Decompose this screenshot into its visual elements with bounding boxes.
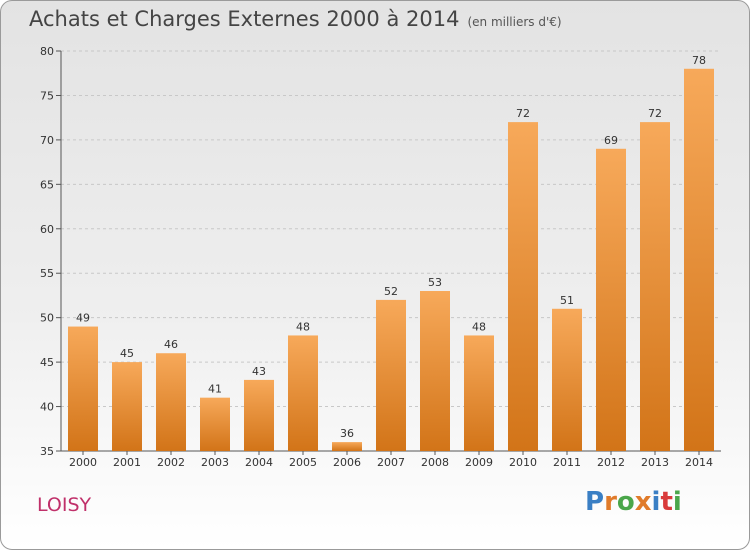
x-tick-label-2010: 2010 [509, 456, 537, 469]
data-label-2003: 41 [208, 383, 222, 396]
y-tick-label: 40 [40, 401, 54, 414]
data-label-2014: 78 [692, 54, 706, 67]
bar-2002 [156, 353, 186, 451]
labels: 35 40 45 50 55 60 65 70 75 80 49 2000 45 2001 46 2002 41… [40, 45, 713, 469]
bar-2011 [552, 308, 582, 451]
y-tick-label: 45 [40, 356, 54, 369]
x-tick-label-2005: 2005 [289, 456, 317, 469]
bar-2014 [684, 68, 714, 452]
data-label-2010: 72 [516, 107, 530, 120]
commune-name: LOISY [37, 494, 92, 516]
y-tick-label: 65 [40, 178, 54, 191]
x-tick-label-2007: 2007 [377, 456, 405, 469]
y-tick-label: 75 [40, 89, 54, 102]
data-label-2008: 53 [428, 276, 442, 289]
bar-2012 [596, 148, 626, 451]
bar-2004 [244, 379, 274, 451]
x-tick-label-2009: 2009 [465, 456, 493, 469]
bar-2009 [464, 335, 494, 451]
chart-subtitle: (en milliers d'€) [467, 15, 562, 29]
data-label-2005: 48 [296, 320, 310, 333]
y-tick-label: 35 [40, 445, 54, 458]
bar-2000 [68, 326, 98, 451]
data-label-2006: 36 [340, 427, 354, 440]
y-tick-label: 55 [40, 267, 54, 280]
data-label-2004: 43 [252, 365, 266, 378]
bar-2003 [200, 397, 230, 451]
bar-2010 [508, 122, 538, 451]
logo-letter: o [616, 487, 635, 517]
data-label-2009: 48 [472, 320, 486, 333]
logo-letter: i [672, 487, 682, 517]
logo-letter: x [634, 487, 652, 517]
bar-2013 [640, 122, 670, 451]
x-tick-label-2002: 2002 [157, 456, 185, 469]
y-tick-label: 60 [40, 223, 54, 236]
bar-2008 [420, 291, 450, 451]
y-tick-label: 80 [40, 45, 54, 58]
y-tick-label: 50 [40, 312, 54, 325]
y-tick-label: 70 [40, 134, 54, 147]
data-label-2002: 46 [164, 338, 178, 351]
x-tick-label-2013: 2013 [641, 456, 669, 469]
data-label-2011: 51 [560, 294, 574, 307]
x-tick-label-2001: 2001 [113, 456, 141, 469]
data-label-2001: 45 [120, 347, 134, 360]
x-tick-label-2006: 2006 [333, 456, 361, 469]
logo-letter: i [651, 487, 661, 517]
bars [68, 68, 714, 452]
proxiti-logo[interactable]: Proxiti [585, 487, 682, 517]
title-text: Achats et Charges Externes 2000 à 2014 [29, 7, 460, 31]
data-label-2007: 52 [384, 285, 398, 298]
x-tick-label-2000: 2000 [69, 456, 97, 469]
chart-title: Achats et Charges Externes 2000 à 2014 (e… [29, 7, 562, 31]
x-tick-label-2012: 2012 [597, 456, 625, 469]
data-label-2013: 72 [648, 107, 662, 120]
data-label-2012: 69 [604, 134, 618, 147]
logo-letter: r [604, 487, 617, 517]
bar-2007 [376, 299, 406, 451]
x-tick-label-2014: 2014 [685, 456, 713, 469]
x-tick-label-2011: 2011 [553, 456, 581, 469]
x-tick-label-2008: 2008 [421, 456, 449, 469]
logo-letter: P [585, 487, 605, 517]
logo-letter: t [660, 487, 673, 517]
bar-2006 [332, 442, 362, 451]
x-tick-label-2003: 2003 [201, 456, 229, 469]
data-label-2000: 49 [76, 312, 90, 325]
bar-2005 [288, 335, 318, 451]
x-tick-label-2004: 2004 [245, 456, 273, 469]
bar-2001 [112, 362, 142, 451]
